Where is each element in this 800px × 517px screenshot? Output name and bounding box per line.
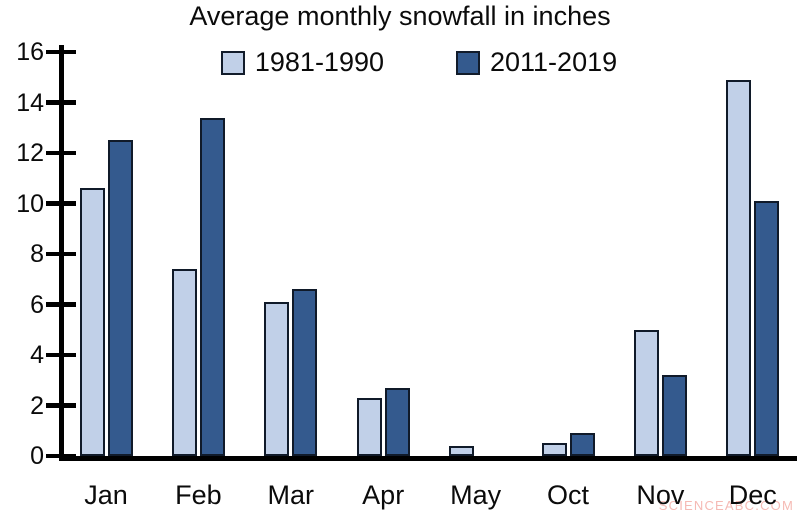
x-label-mar: Mar: [267, 480, 315, 510]
legend-swatch-2011-2019: [456, 50, 480, 75]
bar-1981-1990-dec: [726, 79, 752, 456]
bar-2011-2019-nov: [661, 375, 687, 456]
x-axis-line: [59, 456, 797, 461]
y-tick-10: [46, 201, 76, 206]
bar-2011-2019-mar: [292, 289, 318, 456]
legend-item-2011-2019: 2011-2019: [456, 47, 617, 78]
chart-title: Average monthly snowfall in inches: [189, 1, 611, 31]
y-tick-label-0: 0: [30, 442, 44, 470]
bar-1981-1990-oct: [541, 443, 567, 456]
bar-2011-2019-dec: [754, 200, 780, 456]
bar-2011-2019-apr: [384, 387, 410, 456]
y-tick-label-12: 12: [16, 139, 44, 167]
bar-1981-1990-jan: [79, 188, 105, 456]
watermark: SCIENCEABC.COM: [658, 498, 794, 513]
y-tick-label-16: 16: [16, 38, 44, 66]
legend-label-1981-1990: 1981-1990: [254, 47, 384, 77]
y-tick-label-8: 8: [30, 240, 44, 268]
bar-2011-2019-oct: [569, 433, 595, 456]
x-label-dec: Dec: [728, 480, 777, 510]
y-tick-16: [46, 49, 76, 55]
x-label-feb: Feb: [175, 480, 222, 510]
y-tick-label-4: 4: [30, 341, 44, 369]
bar-2011-2019-jan: [107, 140, 133, 456]
y-tick-label-10: 10: [16, 189, 44, 218]
y-tick-label-6: 6: [30, 290, 44, 319]
x-label-may: May: [450, 480, 502, 510]
y-tick-14: [46, 100, 76, 105]
legend-item-1981-1990: 1981-1990: [220, 47, 384, 78]
legend-label-2011-2019: 2011-2019: [490, 47, 618, 77]
bar-1981-1990-mar: [264, 301, 290, 456]
y-tick-label-14: 14: [16, 88, 44, 117]
bar-1981-1990-may: [449, 445, 475, 456]
bar-1981-1990-feb: [171, 269, 197, 456]
y-tick-8: [46, 251, 76, 257]
y-tick-2: [46, 403, 76, 408]
x-label-oct: Oct: [546, 480, 589, 510]
bar-1981-1990-nov: [633, 329, 659, 456]
legend-swatch-1981-1990: [220, 50, 245, 75]
chart-legend: 1981-1990 2011-2019: [19, 47, 800, 78]
y-tick-4: [46, 352, 76, 358]
x-label-jan: Jan: [84, 480, 128, 510]
x-label-apr: Apr: [362, 480, 405, 510]
y-tick-6: [46, 302, 76, 307]
x-label-nov: Nov: [636, 480, 685, 510]
y-tick-12: [46, 150, 76, 156]
bar-1981-1990-apr: [356, 397, 382, 456]
bar-2011-2019-feb: [199, 117, 225, 456]
y-tick-0: [46, 453, 76, 459]
y-tick-label-2: 2: [30, 391, 44, 420]
